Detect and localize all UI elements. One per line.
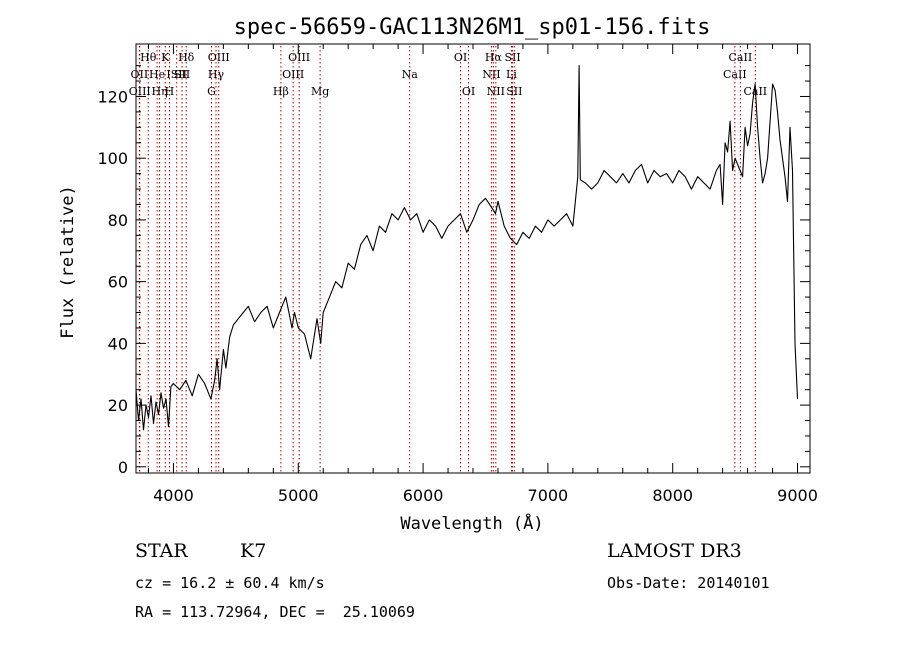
y-tick-label: 0 bbox=[118, 458, 128, 477]
x-tick-label: 6000 bbox=[403, 486, 444, 505]
line-marker-label: OIII bbox=[282, 68, 304, 81]
line-marker-label: Hδ bbox=[178, 51, 195, 64]
line-marker-label: NII bbox=[487, 85, 505, 98]
line-marker-label: Hα bbox=[485, 51, 503, 64]
line-marker-label: Li bbox=[506, 68, 517, 81]
ra-dec: RA = 113.72964, DEC = 25.10069 bbox=[135, 603, 415, 621]
line-marker-label: G bbox=[207, 85, 216, 98]
survey-name: LAMOST DR3 bbox=[607, 540, 742, 562]
line-markers: HθOIIOIIIHeHηKHISIIHδSIIGHγOIIIHβOIIIOII… bbox=[129, 46, 767, 472]
chart-title: spec-56659-GAC113N26M1_sp01-156.fits bbox=[234, 15, 711, 40]
y-tick-label: 40 bbox=[108, 334, 128, 353]
axes: 4000 5000 6000 7000 8000 9000 0 20 40 60 80 100 120 bbox=[97, 43, 818, 505]
line-marker-label: Hβ bbox=[273, 85, 289, 98]
line-marker-label: Hγ bbox=[208, 68, 225, 81]
line-marker-label: Na bbox=[402, 68, 419, 81]
x-tick-label: 7000 bbox=[528, 486, 569, 505]
obs-date: Obs-Date: 20140101 bbox=[607, 574, 770, 592]
x-tick-label: 9000 bbox=[777, 486, 818, 505]
redshift-cz: cz = 16.2 ± 60.4 km/s bbox=[135, 574, 325, 592]
line-marker-label: H bbox=[165, 85, 175, 98]
object-class: STAR bbox=[135, 540, 188, 562]
line-marker-label: OIII bbox=[129, 85, 151, 98]
line-marker-label: OI bbox=[462, 85, 475, 98]
line-marker-label: SII bbox=[174, 68, 190, 81]
x-tick-label: 8000 bbox=[652, 486, 693, 505]
y-axis-label: Flux (relative) bbox=[58, 185, 78, 339]
x-axis-label: Wavelength (Å) bbox=[400, 512, 543, 534]
line-marker-label: He bbox=[149, 68, 165, 81]
x-tick-label: 4000 bbox=[153, 486, 194, 505]
spectrum-line bbox=[135, 65, 799, 431]
line-marker-label: CaII bbox=[729, 51, 753, 64]
line-marker-label: SII bbox=[506, 85, 522, 98]
series bbox=[135, 65, 799, 431]
line-marker-label: K bbox=[161, 51, 170, 64]
x-tick-label: 5000 bbox=[278, 486, 319, 505]
y-tick-label: 60 bbox=[108, 273, 128, 292]
line-marker-label: OIII bbox=[288, 51, 310, 64]
line-marker-label: Hη bbox=[151, 85, 167, 98]
line-marker-label: SII bbox=[504, 51, 520, 64]
line-marker-label: CaII bbox=[723, 68, 747, 81]
object-subclass: K7 bbox=[240, 540, 267, 562]
line-marker-label: OI bbox=[454, 51, 467, 64]
line-marker-label: NII bbox=[482, 68, 500, 81]
y-tick-label: 20 bbox=[108, 396, 128, 415]
line-marker-label: Mg bbox=[311, 85, 329, 98]
y-tick-label: 120 bbox=[97, 87, 128, 106]
y-tick-label: 100 bbox=[97, 149, 128, 168]
plot-frame bbox=[135, 43, 811, 474]
line-marker-label: Hθ bbox=[140, 51, 157, 64]
line-marker-label: OIII bbox=[208, 51, 230, 64]
y-tick-label: 80 bbox=[108, 211, 128, 230]
